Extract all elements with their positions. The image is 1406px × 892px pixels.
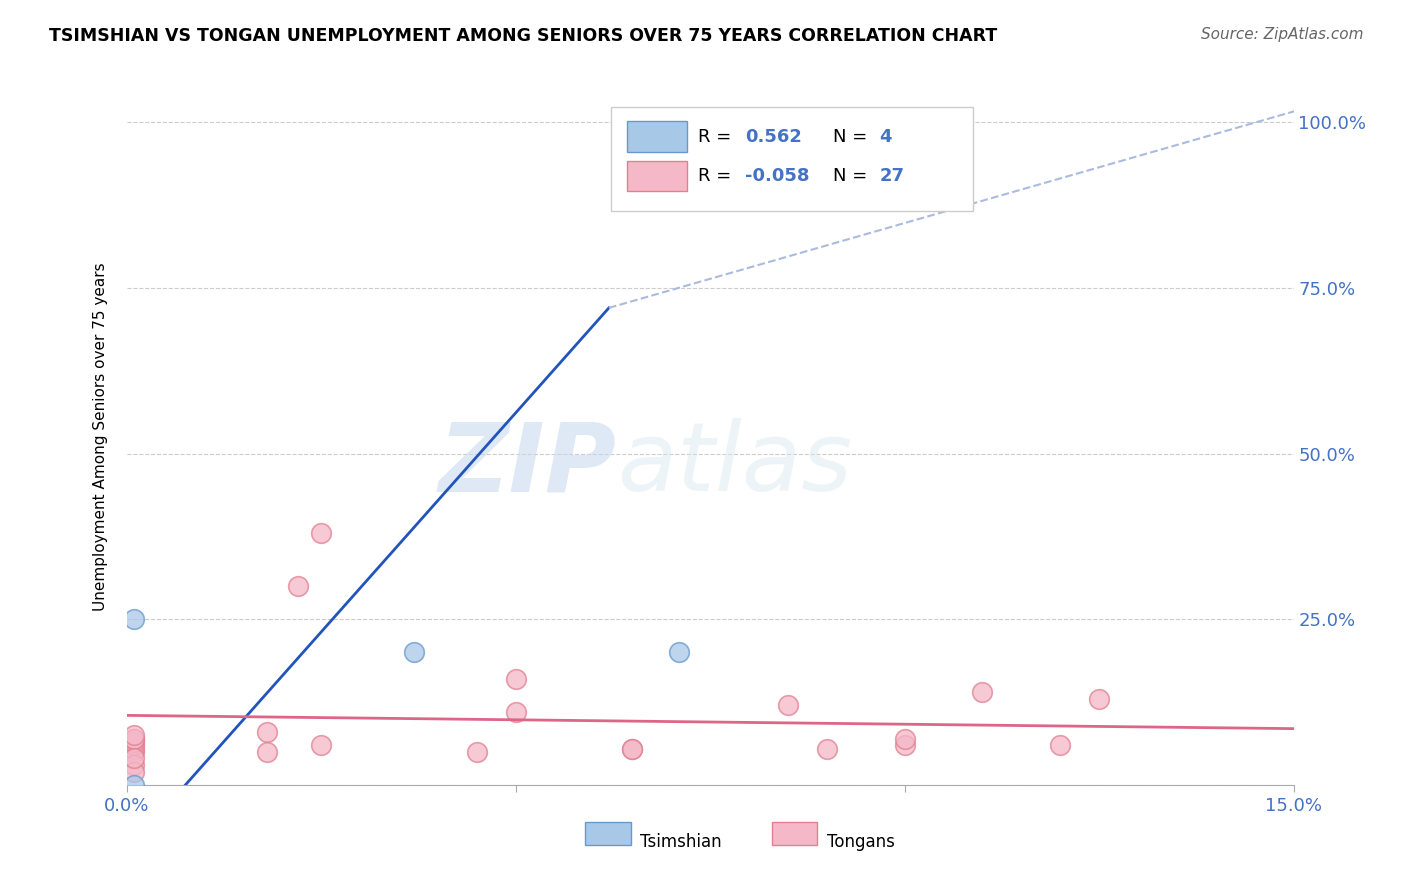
Point [668,645,690,659]
FancyBboxPatch shape [610,106,973,211]
Point [309,526,332,541]
Point [505,672,527,686]
Point [256,745,278,759]
FancyBboxPatch shape [627,121,686,152]
Point [124,741,146,756]
Text: Tongans: Tongans [827,833,894,851]
Text: Tsimshian: Tsimshian [640,833,721,851]
Text: Source: ZipAtlas.com: Source: ZipAtlas.com [1201,27,1364,42]
Point [124,728,146,742]
FancyBboxPatch shape [772,822,817,846]
Point [124,745,146,759]
Text: 27: 27 [879,167,904,186]
Point [505,705,527,719]
Point [621,741,644,756]
Point [124,731,146,746]
Text: R =: R = [699,167,731,186]
Point [815,741,838,756]
Point [124,738,146,752]
Point [309,738,332,752]
Point [124,751,146,765]
Text: R =: R = [699,128,731,145]
Text: atlas: atlas [617,418,852,511]
Text: TSIMSHIAN VS TONGAN UNEMPLOYMENT AMONG SENIORS OVER 75 YEARS CORRELATION CHART: TSIMSHIAN VS TONGAN UNEMPLOYMENT AMONG S… [49,27,997,45]
Point [124,731,146,746]
Text: N =: N = [832,128,868,145]
Text: ZIP: ZIP [439,418,617,511]
Point [621,741,644,756]
Point [256,725,278,739]
Text: -0.058: -0.058 [745,167,810,186]
Y-axis label: Unemployment Among Seniors over 75 years: Unemployment Among Seniors over 75 years [93,263,108,611]
Point [465,745,488,759]
FancyBboxPatch shape [585,822,631,846]
Point [124,612,146,626]
Point [124,764,146,779]
Point [972,685,994,699]
Point [124,778,146,792]
Text: N =: N = [832,167,868,186]
Point [1049,738,1071,752]
Point [287,579,309,593]
Point [404,645,426,659]
FancyBboxPatch shape [627,161,686,192]
Text: 0.562: 0.562 [745,128,801,145]
Point [893,731,915,746]
Point [124,758,146,772]
Point [124,735,146,749]
Point [1088,691,1111,706]
Text: 4: 4 [879,128,891,145]
Point [893,738,915,752]
Point [776,698,799,713]
